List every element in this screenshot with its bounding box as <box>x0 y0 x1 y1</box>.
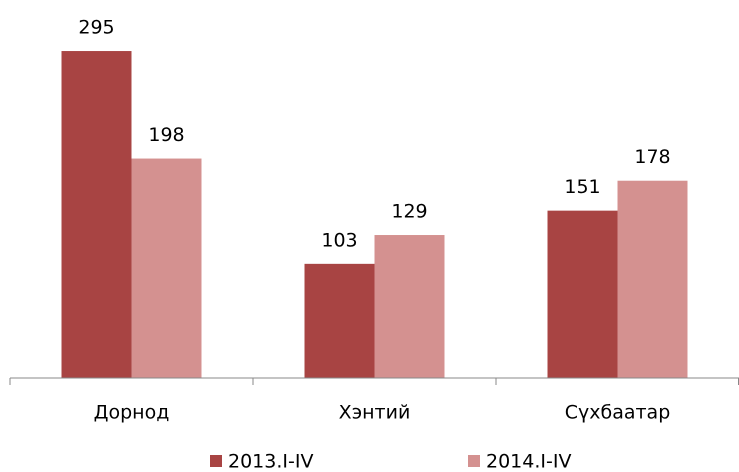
x-tick-label: Сүхбаатар <box>565 402 671 424</box>
bar <box>304 263 375 378</box>
bar <box>61 51 132 379</box>
value-label: 151 <box>564 176 600 198</box>
value-label: 103 <box>321 229 357 251</box>
x-tick-label: Хэнтий <box>339 402 411 424</box>
legend-swatch <box>210 455 222 467</box>
legend-label: 2014.I-IV <box>486 451 571 472</box>
legend-swatch <box>468 455 480 467</box>
legend-label: 2013.I-IV <box>228 451 313 472</box>
value-label: 129 <box>391 201 427 223</box>
bar <box>547 210 618 378</box>
bar <box>617 180 688 378</box>
x-tick-label: Дорнод <box>94 402 170 424</box>
bar <box>374 235 445 378</box>
value-label: 198 <box>148 124 184 146</box>
bar <box>131 158 202 378</box>
value-label: 295 <box>78 17 114 39</box>
value-label: 178 <box>634 146 670 168</box>
